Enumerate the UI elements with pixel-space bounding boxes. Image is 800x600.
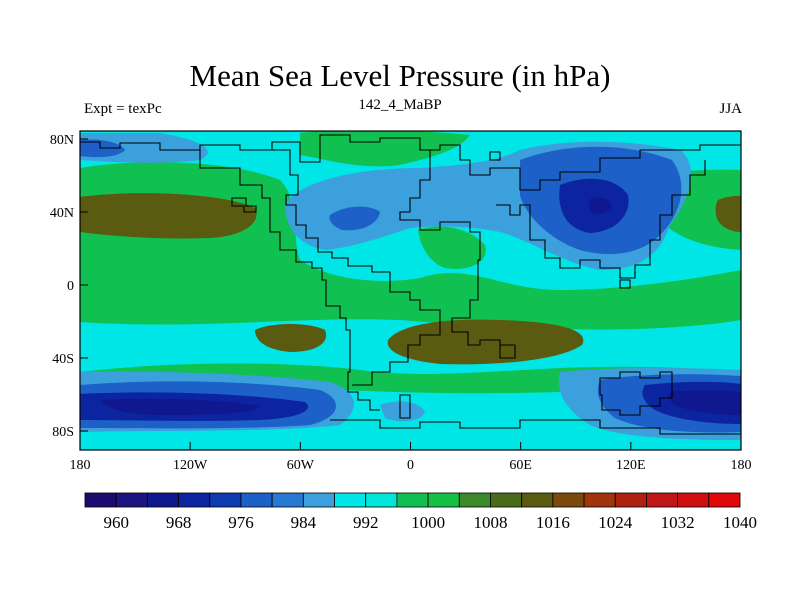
pressure-1016-1024-regions [80,193,741,365]
colorbar-label: 1008 [473,513,507,532]
high-north-pacific [80,193,257,239]
colorbar-label: 984 [291,513,317,532]
colorbar-swatch [427,492,460,508]
low-southern-pacific-deep [100,398,260,415]
high-south-atlantic [387,319,584,365]
x-tick-label: 180 [70,458,91,473]
colorbar-swatch [708,492,741,508]
colorbar-label: 1040 [723,513,757,532]
figure-title: Mean Sea Level Pressure (in hPa) [189,58,611,93]
x-tick-label: 180 [731,458,752,473]
colorbar-swatch [365,492,398,508]
colorbar-swatch [302,492,335,508]
map-panel [80,131,741,450]
colorbar-swatch [271,492,304,508]
coast-americas-east [272,149,441,386]
coast-asia-south [496,160,706,279]
low-north-atlantic-cell [329,206,380,231]
experiment-label: Expt = texPc [84,101,162,117]
colorbar-swatch [115,492,148,508]
x-tick-label: 60E [509,458,532,473]
coast-eurasia-north [400,137,741,191]
coast-australia [599,371,673,416]
colorbar-label: 968 [166,513,192,532]
colorbar: 960 968 976 984 992 1000 1008 1016 1024 1032 1040 [84,492,757,532]
colorbar-swatch [646,492,679,508]
colorbar-label: 976 [228,513,254,532]
x-axis: 180 120W 60W 0 60E 120E 180 [70,442,752,473]
colorbar-label: 1000 [411,513,445,532]
coast-lake [231,197,257,213]
colorbar-swatch [458,492,491,508]
high-south-pacific [255,324,327,352]
colorbar-swatch [677,492,710,508]
season-label: JJA [719,101,742,117]
colorbar-swatch [490,492,523,508]
colorbar-swatch [396,492,429,508]
x-tick-label: 120E [616,458,646,473]
colorbar-swatch [521,492,554,508]
colorbar-label: 1024 [598,513,633,532]
colorbar-swatch [84,492,117,508]
y-tick-label: 40S [52,352,74,367]
green-arctic-ridge [300,131,470,167]
low-south-atlantic-small [380,401,425,422]
coastlines [80,134,741,435]
x-tick-label: 120W [173,458,208,473]
colorbar-swatch [583,492,616,508]
x-tick-label: 0 [407,458,414,473]
coast-island [399,394,411,419]
coast-africa-east [451,221,516,359]
green-sahara [418,226,486,269]
y-tick-label: 80N [50,133,74,148]
colorbar-swatch [146,492,179,508]
colorbar-swatch [552,492,585,508]
low-southern-indian-deep [668,390,741,415]
colorbar-swatch [334,492,367,508]
colorbar-label: 1032 [661,513,695,532]
pressure-968-976-regions [100,197,741,415]
coast-indonesia [619,279,631,289]
y-tick-label: 0 [67,279,74,294]
coast-arctic-america [80,134,400,163]
high-east-edge [715,195,741,232]
colorbar-swatch [240,492,273,508]
x-tick-label: 60W [287,458,315,473]
coast-antarctica [330,419,741,435]
coast-americas-west [199,150,380,411]
coast-arctic-island [489,151,501,161]
run-label: 142_4_MaBP [358,97,442,113]
colorbar-label: 1016 [536,513,570,532]
colorbar-swatch [614,492,647,508]
coast-europe [399,150,455,231]
colorbar-swatch [209,492,242,508]
y-tick-label: 80S [52,425,74,440]
y-axis: 80N 40N 0 40S 80S [50,133,88,440]
colorbar-swatch [178,492,211,508]
colorbar-label: 992 [353,513,379,532]
low-asia-deep [588,197,612,214]
y-tick-label: 40N [50,206,74,221]
colorbar-label: 960 [103,513,129,532]
